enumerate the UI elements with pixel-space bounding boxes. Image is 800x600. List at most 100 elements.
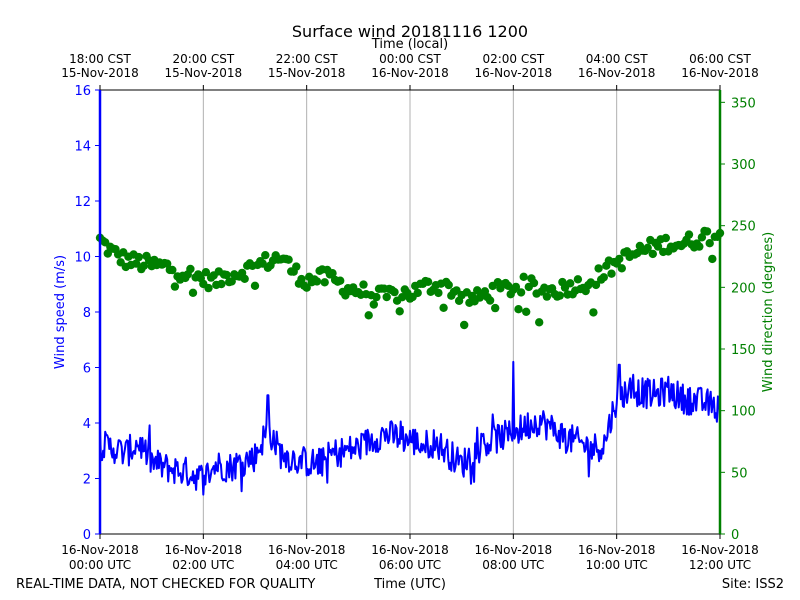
direction-point <box>261 251 270 260</box>
direction-point <box>653 242 663 251</box>
direction-point <box>227 277 236 286</box>
direction-point <box>705 239 714 248</box>
direction-point <box>514 305 523 314</box>
direction-point <box>519 272 528 281</box>
direction-point <box>444 280 453 290</box>
direction-point <box>529 278 539 288</box>
bottom-tick-date: 16-Nov-2018 <box>578 543 656 557</box>
direction-point <box>312 277 322 286</box>
direction-point <box>684 230 694 239</box>
direction-point <box>336 276 345 285</box>
top-tick-date: 15-Nov-2018 <box>61 66 139 80</box>
quality-notice: REAL-TIME DATA, NOT CHECKED FOR QUALITY <box>16 577 315 592</box>
direction-point <box>390 287 399 297</box>
direction-point <box>511 282 521 292</box>
direction-point <box>186 264 195 274</box>
right-tick-label: 100 <box>731 405 756 420</box>
direction-point <box>217 279 226 289</box>
direction-point <box>134 252 143 262</box>
direction-point <box>516 288 526 297</box>
top-tick-time: 02:00 CST <box>482 52 544 66</box>
right-tick-label: 250 <box>731 220 756 235</box>
left-tick-label: 12 <box>74 195 91 210</box>
direction-point <box>359 280 368 289</box>
direction-point <box>589 308 598 317</box>
top-tick-date: 15-Nov-2018 <box>268 66 346 80</box>
top-tick-time: 00:00 CST <box>379 52 441 66</box>
left-tick-label: 8 <box>83 306 91 321</box>
direction-point <box>240 274 249 283</box>
direction-point <box>615 254 624 264</box>
top-tick-time: 20:00 CST <box>172 52 234 66</box>
direction-point <box>132 259 141 268</box>
top-tick-date: 16-Nov-2018 <box>681 66 759 80</box>
top-tick-time: 06:00 CST <box>689 52 751 66</box>
direction-point <box>485 296 495 305</box>
direction-point <box>491 303 500 313</box>
direction-point <box>648 249 657 259</box>
bottom-tick-date: 16-Nov-2018 <box>681 543 759 557</box>
top-tick-time: 18:00 CST <box>69 52 131 66</box>
bottom-tick-date: 16-Nov-2018 <box>475 543 553 557</box>
right-axis-label: Wind direction (degrees) <box>761 232 776 392</box>
top-tick-time: 04:00 CST <box>586 52 648 66</box>
direction-point <box>328 269 337 278</box>
direction-point <box>222 270 231 280</box>
direction-point <box>139 261 149 270</box>
direction-point <box>617 264 626 273</box>
top-tick-date: 16-Nov-2018 <box>371 66 449 80</box>
right-tick-label: 300 <box>731 158 756 173</box>
direction-point <box>395 307 404 316</box>
left-tick-label: 4 <box>83 417 91 432</box>
wind-speed-line <box>99 360 721 496</box>
direction-point <box>188 288 198 297</box>
left-axis-label: Wind speed (m/s) <box>53 255 68 369</box>
right-tick-label: 0 <box>731 528 739 543</box>
direction-point <box>250 281 260 290</box>
bottom-tick-date: 16-Nov-2018 <box>165 543 243 557</box>
direction-point <box>473 286 482 295</box>
direction-point <box>535 318 544 327</box>
bottom-tick-time: 08:00 UTC <box>482 558 544 572</box>
top-tick-date: 15-Nov-2018 <box>165 66 243 80</box>
direction-point <box>204 283 213 293</box>
direction-point <box>591 280 601 290</box>
top-tick-time: 22:00 CST <box>276 52 338 66</box>
bottom-tick-date: 16-Nov-2018 <box>268 543 346 557</box>
bottom-tick-date: 16-Nov-2018 <box>61 543 139 557</box>
bottom-tick-date: 16-Nov-2018 <box>371 543 449 557</box>
bottom-tick-time: 10:00 UTC <box>586 558 648 572</box>
direction-point <box>594 264 603 273</box>
direction-point <box>522 307 531 316</box>
bottom-tick-time: 00:00 UTC <box>69 558 131 572</box>
direction-point <box>460 320 469 330</box>
left-axis-ticks: 0 2 4 6 8 10 12 14 16 <box>74 84 100 543</box>
chart-title: Surface wind 20181116 1200 <box>292 22 528 41</box>
direction-point <box>697 233 707 242</box>
direction-point <box>297 274 306 284</box>
left-tick-label: 0 <box>83 528 91 543</box>
top-tick-date: 16-Nov-2018 <box>578 66 656 80</box>
left-tick-label: 16 <box>74 84 91 99</box>
left-tick-label: 6 <box>83 362 91 377</box>
top-tick-date: 16-Nov-2018 <box>475 66 553 80</box>
bottom-tick-time: 02:00 UTC <box>172 558 234 572</box>
bottom-axis-label: Time (UTC) <box>373 577 446 592</box>
direction-point <box>201 268 211 277</box>
site-label: Site: ISS2 <box>722 577 784 592</box>
direction-point <box>661 233 670 243</box>
direction-point <box>413 288 422 298</box>
left-tick-label: 10 <box>74 251 91 266</box>
right-tick-label: 150 <box>731 343 756 358</box>
top-axis-label: Time (local) <box>371 37 448 52</box>
bottom-tick-time: 04:00 UTC <box>276 558 338 572</box>
direction-point <box>702 227 712 236</box>
bottom-tick-time: 12:00 UTC <box>689 558 751 572</box>
direction-point <box>607 269 616 278</box>
direction-point <box>434 288 443 298</box>
right-tick-label: 350 <box>731 96 756 111</box>
right-tick-label: 50 <box>731 466 748 481</box>
